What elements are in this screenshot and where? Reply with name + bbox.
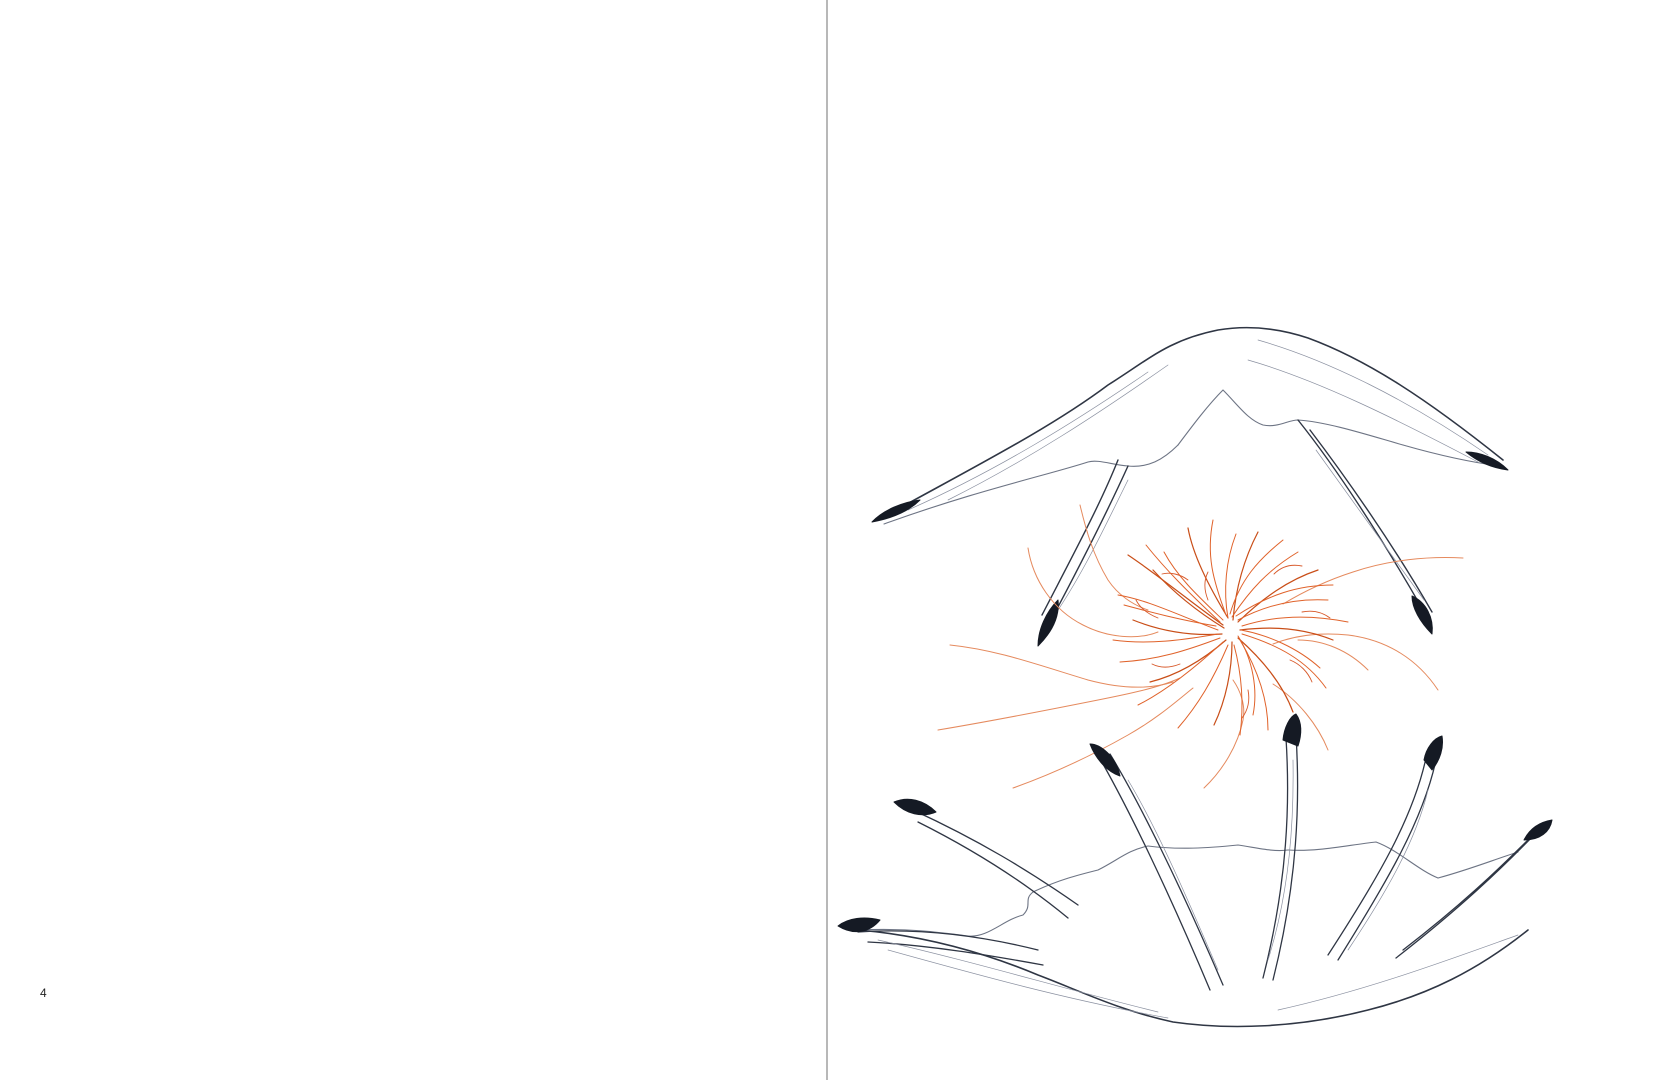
lower-claw-tip-fourth: [1423, 735, 1443, 771]
thread-cluster: [937, 504, 1464, 789]
upper-claw-tip-finger-right: [1411, 595, 1433, 635]
lower-claw-tip-far-right: [1523, 819, 1553, 841]
upper-claw-tip-right: [1465, 451, 1509, 471]
illustration: [837, 326, 1553, 1028]
page-number: 4: [40, 986, 47, 1000]
lower-claw-tip-middle: [1282, 713, 1302, 747]
lower-claw-tip-third: [1089, 743, 1121, 777]
upper-claw-tip-left: [871, 499, 921, 523]
gutter-line: [826, 0, 828, 1080]
lower-claw: [837, 713, 1553, 1028]
left-page: 4: [0, 0, 826, 1080]
right-page: [828, 0, 1660, 1080]
upper-claw-outline: [877, 326, 1504, 521]
upper-claw-tip-finger-left: [1037, 599, 1059, 647]
lower-claw-tip-far-left: [837, 917, 881, 933]
upper-claw: [871, 326, 1509, 647]
lower-claw-tip-second: [893, 798, 937, 816]
lower-claw-outline: [857, 929, 1529, 1028]
